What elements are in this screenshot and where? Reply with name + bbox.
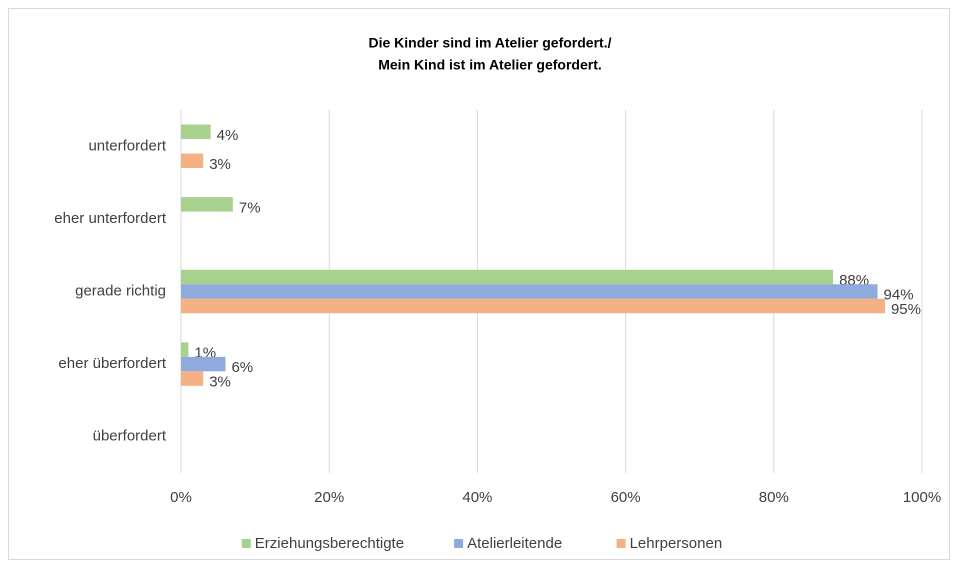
y-tick-label: gerade richtig bbox=[75, 282, 166, 299]
x-tick-label: 100% bbox=[903, 489, 941, 506]
y-tick-label: eher überfordert bbox=[58, 355, 166, 372]
bar bbox=[181, 356, 226, 372]
bar bbox=[181, 284, 878, 299]
y-tick-label: unterfordert bbox=[88, 137, 166, 154]
x-tick-label: 60% bbox=[611, 489, 641, 506]
data-label: 95% bbox=[891, 301, 921, 318]
data-label: 3% bbox=[209, 374, 231, 391]
legend-label: Erziehungsberechtigte bbox=[255, 535, 404, 552]
x-tick-label: 80% bbox=[759, 489, 789, 506]
bar bbox=[181, 153, 204, 169]
y-tick-label: überfordert bbox=[93, 428, 167, 445]
y-tick-label: eher unterfordert bbox=[54, 210, 167, 227]
bar bbox=[181, 342, 189, 357]
chart-title: Mein Kind ist im Atelier gefordert. bbox=[378, 57, 602, 73]
bar bbox=[181, 197, 233, 212]
data-label: 3% bbox=[209, 156, 231, 173]
x-tick-label: 40% bbox=[462, 489, 492, 506]
legend-swatch bbox=[616, 539, 626, 548]
bar bbox=[181, 298, 885, 314]
legend-label: Lehrpersonen bbox=[630, 535, 723, 552]
legend-swatch bbox=[454, 539, 464, 548]
data-label: 4% bbox=[217, 127, 239, 144]
data-label: 7% bbox=[239, 199, 261, 216]
chart-title: Die Kinder sind im Atelier gefordert./ bbox=[369, 35, 612, 51]
legend-label: Atelierleitende bbox=[467, 535, 562, 552]
bar bbox=[181, 371, 204, 386]
legend-swatch bbox=[241, 539, 251, 548]
data-label: 94% bbox=[884, 286, 914, 303]
x-tick-label: 20% bbox=[314, 489, 344, 506]
data-label: 6% bbox=[231, 359, 253, 376]
bar bbox=[181, 269, 834, 285]
bar bbox=[181, 124, 211, 140]
x-tick-label: 0% bbox=[170, 489, 192, 506]
